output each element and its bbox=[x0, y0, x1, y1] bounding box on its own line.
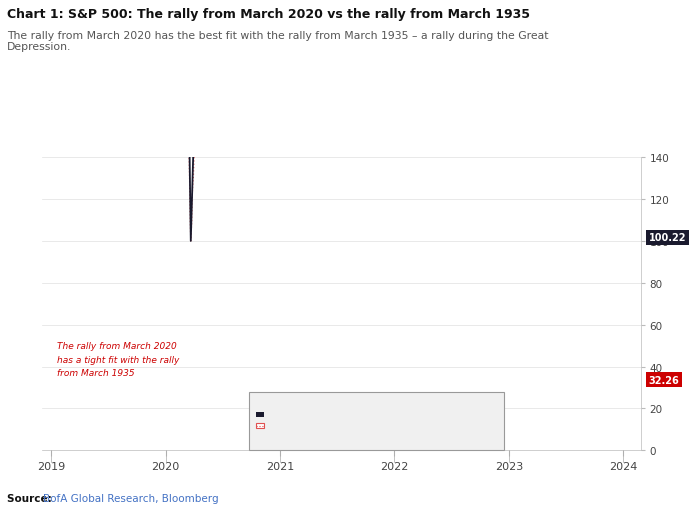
Text: The rally from March 2020 has the best fit with the rally from March 1935 – a ra: The rally from March 2020 has the best f… bbox=[7, 31, 549, 52]
Text: Normalized As Of 03/23/2020: Normalized As Of 03/23/2020 bbox=[314, 396, 438, 405]
Text: S&P 500 INDEX: S&P 500 INDEX bbox=[267, 410, 328, 419]
Text: The rally from March 2020
has a tight fit with the rally
from March 1935: The rally from March 2020 has a tight fi… bbox=[57, 342, 179, 377]
Text: 5.33    unch: 5.33 unch bbox=[453, 421, 500, 430]
Text: 100.22: 100.22 bbox=[649, 233, 686, 243]
Text: Chart 1: S&P 500: The rally from March 2020 vs the rally from March 1935: Chart 1: S&P 500: The rally from March 2… bbox=[7, 8, 530, 20]
Text: 32.26: 32.26 bbox=[649, 375, 680, 385]
Text: Last Price: Last Price bbox=[356, 404, 397, 413]
Text: BofA Global Research, Bloomberg: BofA Global Research, Bloomberg bbox=[43, 493, 219, 503]
Text: S&P 500 INDEX 03/14/1935-12/21/1941: S&P 500 INDEX 03/14/1935-12/21/1941 bbox=[267, 421, 426, 430]
Text: 100.22  +.52: 100.22 +.52 bbox=[448, 410, 500, 419]
Text: Source:: Source: bbox=[7, 493, 55, 503]
